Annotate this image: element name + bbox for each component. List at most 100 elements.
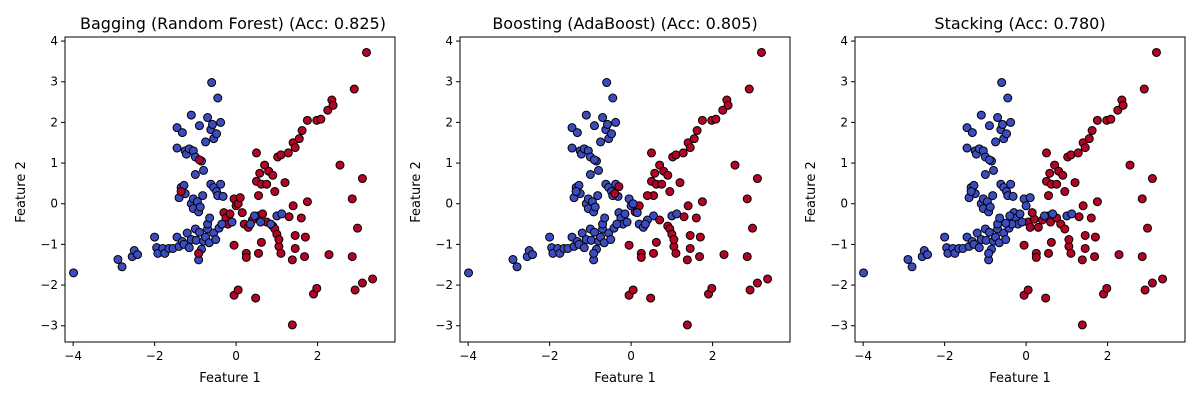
data-point: [302, 115, 312, 125]
data-point: [512, 262, 522, 272]
x-tick-label: −4: [854, 349, 872, 363]
data-point: [251, 293, 261, 303]
data-point: [590, 202, 600, 212]
data-point: [1025, 193, 1035, 203]
data-point: [184, 243, 194, 253]
data-point: [1106, 114, 1116, 124]
data-point: [995, 213, 1005, 223]
data-point: [258, 209, 268, 219]
data-point: [1003, 93, 1013, 103]
data-point: [984, 227, 994, 237]
data-point: [186, 110, 196, 120]
data-point: [233, 285, 243, 295]
data-point: [685, 230, 695, 240]
data-point: [212, 129, 222, 139]
data-point: [1147, 278, 1157, 288]
data-point: [697, 115, 707, 125]
data-point: [1102, 283, 1112, 293]
data-point: [205, 213, 215, 223]
data-point: [682, 255, 692, 265]
data-point: [586, 235, 596, 245]
data-point: [1008, 191, 1018, 201]
data-point: [256, 217, 266, 227]
data-point: [1039, 211, 1049, 221]
data-point: [985, 202, 995, 212]
data-point: [685, 243, 695, 253]
data-point: [1074, 212, 1084, 222]
data-point: [903, 254, 913, 264]
y-tick-label: 1: [840, 156, 848, 170]
data-point: [1006, 179, 1016, 189]
x-tick-label: −4: [459, 349, 477, 363]
data-point: [1084, 134, 1094, 144]
data-point: [207, 119, 217, 129]
data-point: [719, 250, 729, 260]
data-point: [646, 293, 656, 303]
data-point: [262, 179, 272, 189]
y-tick-label: 4: [445, 34, 453, 48]
data-point: [251, 148, 261, 158]
data-point: [464, 268, 474, 278]
data-point: [1092, 115, 1102, 125]
panel-bagging: Bagging (Random Forest) (Acc: 0.825) Fea…: [14, 14, 396, 386]
data-point: [1006, 117, 1016, 127]
data-point: [199, 165, 209, 175]
data-point: [1151, 47, 1161, 57]
data-point: [1158, 274, 1168, 284]
y-tick-label: −1: [435, 237, 453, 251]
data-point: [117, 262, 127, 272]
data-point: [1139, 84, 1149, 94]
data-point: [266, 219, 276, 229]
y-tick-label: 0: [50, 197, 58, 211]
x-tick-label: −2: [541, 349, 559, 363]
data-point: [260, 160, 270, 170]
data-point: [628, 285, 638, 295]
data-point: [991, 137, 1001, 147]
data-point: [678, 148, 688, 158]
data-point: [752, 174, 762, 184]
data-point: [611, 117, 621, 127]
data-point: [622, 217, 632, 227]
data-point: [1080, 230, 1090, 240]
data-point: [302, 197, 312, 207]
data-point: [1033, 222, 1043, 232]
data-point: [972, 228, 982, 238]
data-point: [974, 243, 984, 253]
data-point: [287, 255, 297, 265]
y-tick-label: 4: [50, 34, 58, 48]
y-tick-label: 3: [840, 75, 848, 89]
y-tick-label: 1: [50, 156, 58, 170]
data-point: [1005, 211, 1015, 221]
data-point: [1090, 252, 1100, 262]
data-point: [177, 128, 187, 138]
data-point: [984, 248, 994, 258]
data-point: [218, 191, 228, 201]
data-point: [600, 213, 610, 223]
data-point: [642, 191, 652, 201]
data-point: [361, 47, 371, 57]
chart-title: Boosting (AdaBoost) (Acc: 0.805): [492, 14, 757, 33]
data-point: [133, 250, 143, 260]
data-point: [300, 232, 310, 242]
y-tick-label: −1: [830, 237, 848, 251]
data-point: [988, 191, 998, 201]
y-tick-label: 2: [840, 115, 848, 129]
data-point: [213, 93, 223, 103]
data-point: [962, 143, 972, 153]
data-point: [347, 252, 357, 262]
data-point: [742, 194, 752, 204]
y-tick-label: 0: [445, 197, 453, 211]
data-point: [923, 250, 933, 260]
data-point: [683, 201, 693, 211]
data-point: [290, 230, 300, 240]
data-point: [249, 211, 259, 221]
chart-title: Bagging (Random Forest) (Acc: 0.825): [80, 14, 386, 33]
chart-title: Stacking (Acc: 0.780): [934, 14, 1105, 33]
data-point: [225, 209, 235, 219]
data-point: [989, 165, 999, 175]
data-point: [241, 252, 251, 262]
data-point: [649, 248, 659, 258]
data-point: [695, 232, 705, 242]
y-axis-label: Feature 2: [409, 161, 424, 223]
data-point: [297, 126, 307, 136]
